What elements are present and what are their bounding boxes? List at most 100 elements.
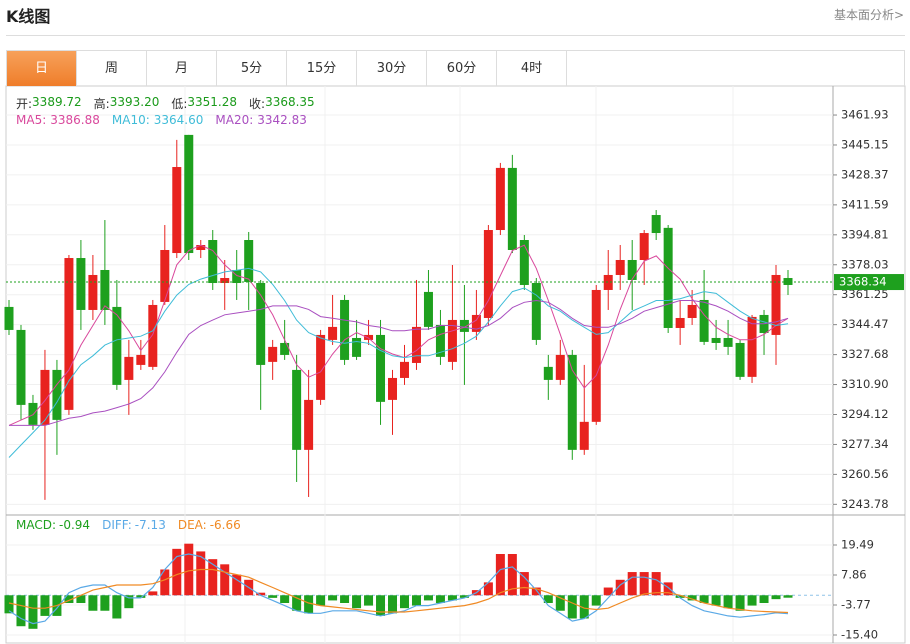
macd-bar — [196, 551, 206, 596]
macd-bar — [423, 595, 433, 601]
macd-bar — [627, 572, 637, 596]
macd-bar — [711, 595, 721, 606]
ma-legend: MA5: 3386.88 MA10: 3364.60 MA20: 3342.83 — [16, 113, 319, 127]
macd-bar — [376, 595, 386, 616]
page-title: K线图 — [6, 7, 51, 26]
tab[interactable]: 月 — [147, 51, 217, 86]
macd-legend: MACD: -0.94 DIFF: -7.13 DEA: -6.66 — [16, 518, 253, 532]
legend-name: MACD: — [16, 518, 57, 532]
candle-body — [495, 167, 505, 231]
candle-body — [699, 299, 709, 342]
macd-bar — [567, 595, 577, 619]
candle-body — [723, 337, 733, 347]
candle-body — [4, 306, 14, 330]
tab[interactable]: 5分 — [217, 51, 287, 86]
macd-bar — [220, 564, 230, 596]
macd-bar — [316, 595, 326, 606]
macd-bar — [100, 595, 110, 611]
candle-body — [555, 354, 565, 380]
candle-body — [136, 354, 146, 365]
legend-name: DIFF: — [102, 518, 132, 532]
candle-body — [328, 326, 338, 340]
candle-body — [220, 278, 230, 284]
y-tick-label: 3344.47 — [841, 317, 889, 331]
y-tick-label: 19.49 — [841, 537, 874, 551]
macd-bar — [364, 595, 374, 606]
candle-body — [423, 291, 433, 327]
tab[interactable]: 15分 — [287, 51, 357, 86]
macd-bar — [495, 554, 505, 596]
tab[interactable]: 30分 — [357, 51, 427, 86]
divider — [6, 35, 905, 36]
candle-body — [771, 274, 781, 335]
candle-body — [292, 369, 302, 450]
macd-bar — [352, 595, 362, 609]
tab[interactable]: 日 — [7, 51, 77, 86]
legend-name: MA5: — [16, 113, 47, 127]
last-price-label: 3368.34 — [839, 275, 887, 289]
candle-body — [447, 319, 457, 362]
macd-bar — [663, 582, 673, 596]
candle-body — [172, 167, 182, 254]
legend-name: MA10: — [111, 113, 150, 127]
candle-body — [88, 274, 98, 310]
candle-body — [675, 317, 685, 328]
macd-bar — [735, 595, 745, 611]
y-tick-label: 3394.81 — [841, 227, 889, 241]
legend-value: -0.94 — [59, 518, 91, 532]
ma-line — [9, 299, 789, 426]
candle-body — [184, 134, 194, 254]
macd-bar — [531, 587, 541, 596]
macd-bar — [124, 595, 134, 609]
candle-body — [411, 326, 421, 363]
tab[interactable]: 60分 — [427, 51, 497, 86]
candle-body — [352, 337, 362, 357]
candle-body — [651, 215, 661, 234]
ohlc-value: 3351.28 — [187, 95, 238, 109]
legend-value: -7.13 — [134, 518, 166, 532]
macd-bar — [507, 554, 517, 596]
candle-body — [196, 245, 206, 250]
macd-bar — [411, 595, 421, 606]
candle-body — [735, 342, 745, 377]
y-tick-label: 3411.59 — [841, 197, 889, 211]
macd-bar — [40, 595, 50, 616]
y-tick-label: -3.77 — [841, 597, 871, 611]
macd-bar — [783, 595, 793, 598]
tab[interactable]: 4时 — [497, 51, 567, 86]
link[interactable]: 基本面分析> — [833, 8, 904, 22]
candle-body — [747, 316, 757, 377]
ma-line — [8, 267, 789, 458]
chart-frame — [5, 85, 906, 644]
macd-bar — [328, 595, 338, 601]
ohlc-label: 开: — [16, 97, 33, 111]
macd-line — [8, 568, 789, 614]
candle-body — [627, 259, 637, 280]
legend-name: MA20: — [215, 113, 254, 127]
candle-body — [591, 289, 601, 422]
candle-body — [340, 299, 350, 360]
candle-body — [603, 274, 613, 290]
ohlc-value: 3368.35 — [265, 95, 315, 109]
candle-body — [208, 240, 218, 284]
macd-bar — [28, 595, 38, 629]
macd-bar — [771, 595, 781, 600]
candle-body — [100, 269, 110, 310]
candle-body — [471, 314, 481, 332]
tab-bar: 日周月 5分 15分 30分 60分 4时 — [6, 50, 905, 86]
y-tick-label: 3277.34 — [841, 437, 889, 451]
macd-bar — [136, 595, 146, 598]
candle-body — [579, 421, 589, 450]
ohlc-value: 3389.72 — [32, 95, 82, 109]
macd-bar — [208, 559, 218, 596]
candle-body — [376, 334, 386, 402]
tab[interactable]: 周 — [77, 51, 147, 86]
ma-line — [8, 244, 789, 426]
macd-bar — [435, 595, 445, 604]
legend-name: DEA: — [177, 518, 207, 532]
y-tick-label: 7.86 — [841, 567, 867, 581]
last-price-box — [834, 274, 904, 291]
macd-bar — [651, 572, 661, 596]
y-tick-label: 3361.25 — [841, 287, 889, 301]
y-tick-label: 3243.78 — [841, 497, 889, 511]
